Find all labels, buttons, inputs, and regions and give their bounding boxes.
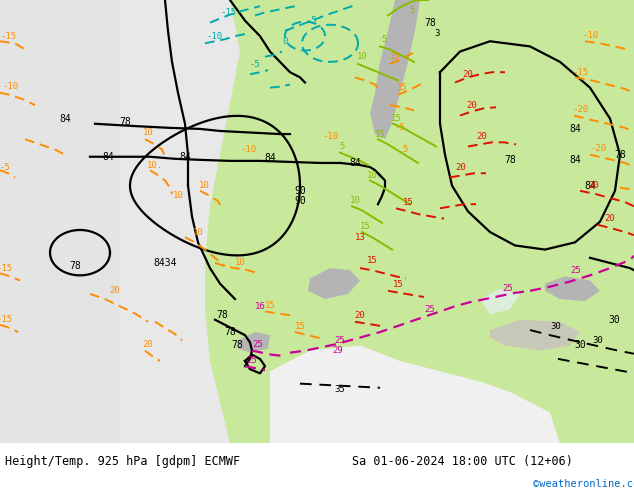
Text: 29: 29 bbox=[333, 346, 344, 355]
Text: 84: 84 bbox=[569, 155, 581, 165]
Text: -15: -15 bbox=[0, 31, 16, 41]
Text: 20: 20 bbox=[354, 311, 365, 320]
Text: 78: 78 bbox=[224, 327, 236, 337]
Polygon shape bbox=[370, 0, 420, 139]
Text: -5: -5 bbox=[250, 60, 261, 70]
Text: -10: -10 bbox=[322, 132, 338, 141]
Text: 84: 84 bbox=[179, 152, 191, 162]
Text: -20: -20 bbox=[572, 105, 588, 114]
Text: 5: 5 bbox=[403, 145, 408, 154]
Text: ©weatheronline.co.uk: ©weatheronline.co.uk bbox=[533, 479, 634, 490]
Text: 35: 35 bbox=[335, 385, 346, 394]
Text: 3: 3 bbox=[434, 28, 440, 38]
Text: 84: 84 bbox=[264, 153, 276, 163]
Text: 20: 20 bbox=[477, 132, 488, 141]
Text: 78: 78 bbox=[504, 155, 516, 165]
Text: 78: 78 bbox=[69, 261, 81, 271]
Text: 84: 84 bbox=[569, 124, 581, 134]
Text: 20: 20 bbox=[467, 100, 477, 110]
Polygon shape bbox=[155, 0, 634, 443]
Text: 30: 30 bbox=[550, 322, 561, 331]
Text: 5: 5 bbox=[381, 35, 387, 44]
Text: 15: 15 bbox=[359, 222, 370, 231]
Polygon shape bbox=[545, 276, 600, 301]
Text: 84: 84 bbox=[59, 114, 71, 123]
Text: 25: 25 bbox=[247, 356, 257, 366]
Text: 25: 25 bbox=[571, 266, 581, 275]
Text: 16: 16 bbox=[255, 302, 266, 311]
Text: 15: 15 bbox=[295, 322, 306, 331]
Text: -15: -15 bbox=[0, 315, 13, 324]
Text: 78: 78 bbox=[231, 341, 243, 350]
Text: 10.: 10. bbox=[147, 161, 163, 170]
Text: 10: 10 bbox=[356, 52, 367, 61]
Text: 10: 10 bbox=[349, 196, 360, 204]
Text: -5: -5 bbox=[307, 16, 318, 25]
Text: 84: 84 bbox=[584, 181, 596, 191]
Text: 15: 15 bbox=[366, 256, 377, 266]
Text: 15: 15 bbox=[375, 129, 385, 139]
Text: 20: 20 bbox=[143, 340, 153, 349]
Text: -15: -15 bbox=[572, 68, 588, 77]
Text: 15: 15 bbox=[264, 301, 275, 310]
Text: -5: -5 bbox=[394, 123, 405, 132]
Text: -15: -15 bbox=[220, 8, 236, 17]
Text: 0: 0 bbox=[282, 37, 288, 46]
Text: 84: 84 bbox=[102, 152, 114, 162]
Text: 15: 15 bbox=[397, 83, 408, 92]
Polygon shape bbox=[238, 332, 270, 353]
Text: 90: 90 bbox=[294, 186, 306, 196]
Text: 8434: 8434 bbox=[153, 258, 177, 268]
Text: 5: 5 bbox=[339, 142, 345, 151]
Text: -10: -10 bbox=[582, 30, 598, 40]
Text: 78: 78 bbox=[119, 117, 131, 127]
Text: -10: -10 bbox=[2, 82, 18, 91]
Text: 25: 25 bbox=[503, 284, 514, 293]
Text: 10: 10 bbox=[172, 192, 183, 200]
Polygon shape bbox=[490, 319, 580, 351]
Text: 30: 30 bbox=[574, 341, 586, 350]
Text: 25: 25 bbox=[335, 336, 346, 345]
Text: 10: 10 bbox=[193, 227, 204, 237]
Text: 90: 90 bbox=[294, 196, 306, 206]
Text: 15: 15 bbox=[390, 52, 401, 61]
Text: -20: -20 bbox=[590, 144, 606, 153]
Text: 10: 10 bbox=[143, 127, 153, 137]
Polygon shape bbox=[0, 0, 120, 443]
Text: 10: 10 bbox=[366, 171, 377, 180]
Text: -5: -5 bbox=[0, 163, 10, 172]
Text: 10: 10 bbox=[235, 259, 245, 268]
Text: 5: 5 bbox=[410, 6, 415, 15]
Text: -15: -15 bbox=[0, 264, 13, 272]
Text: 15: 15 bbox=[391, 114, 401, 123]
Text: Sa 01-06-2024 18:00 UTC (12+06): Sa 01-06-2024 18:00 UTC (12+06) bbox=[352, 455, 573, 467]
Text: 13: 13 bbox=[354, 233, 365, 242]
Polygon shape bbox=[480, 289, 520, 315]
Text: 15: 15 bbox=[403, 197, 413, 207]
Text: 20: 20 bbox=[110, 286, 120, 295]
Text: 30: 30 bbox=[593, 336, 604, 345]
Text: -10: -10 bbox=[240, 145, 256, 154]
Text: 78: 78 bbox=[424, 18, 436, 28]
Text: 15: 15 bbox=[392, 280, 403, 289]
Text: -10: -10 bbox=[207, 31, 223, 41]
Text: 25: 25 bbox=[425, 305, 436, 314]
Text: Height/Temp. 925 hPa [gdpm] ECMWF: Height/Temp. 925 hPa [gdpm] ECMWF bbox=[5, 455, 240, 467]
Text: 30: 30 bbox=[608, 315, 620, 325]
Text: 20: 20 bbox=[456, 163, 467, 172]
Polygon shape bbox=[308, 268, 360, 299]
Text: 84: 84 bbox=[349, 158, 361, 168]
Text: 20: 20 bbox=[605, 214, 616, 223]
Text: 20: 20 bbox=[588, 181, 599, 190]
Text: 78: 78 bbox=[216, 310, 228, 319]
Text: 25: 25 bbox=[252, 340, 263, 349]
Text: 10: 10 bbox=[198, 181, 209, 190]
Polygon shape bbox=[0, 0, 240, 443]
Text: 20: 20 bbox=[463, 70, 474, 79]
Text: 78: 78 bbox=[614, 149, 626, 160]
Polygon shape bbox=[270, 345, 560, 443]
